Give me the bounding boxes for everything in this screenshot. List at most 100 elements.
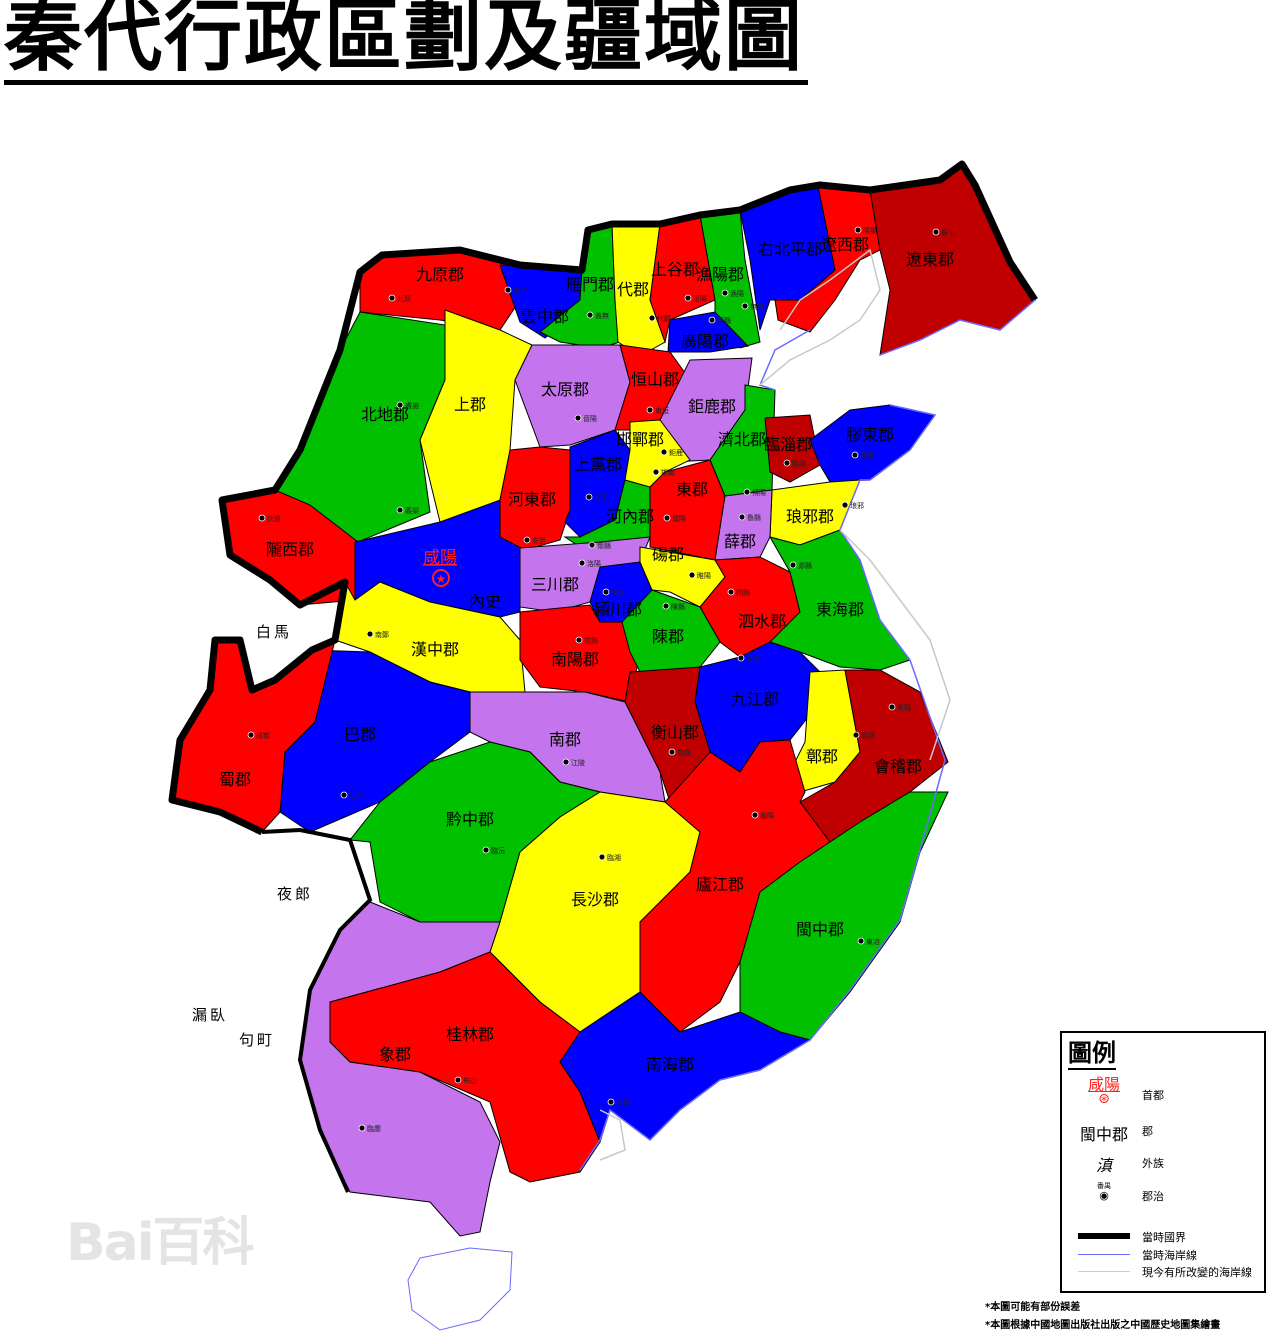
- seat-label: 臨塵: [367, 1124, 381, 1133]
- capital-marker[interactable]: 咸陽 ★: [423, 548, 457, 587]
- legend-label: 首都: [1142, 1089, 1164, 1102]
- seat-dot-icon: [708, 316, 716, 324]
- seat-label: 博陽: [752, 488, 766, 497]
- legend-foreign-symbol: 滇: [1095, 1156, 1112, 1175]
- legend-label: 外族: [1142, 1157, 1164, 1170]
- seat-label: 邾縣: [677, 748, 691, 757]
- seat-dot-icon: [684, 294, 692, 302]
- seat-label: 琅邪: [850, 501, 864, 510]
- seat-dot-icon: [358, 1124, 366, 1132]
- commandery-label: 廣陽郡: [681, 332, 729, 351]
- commandery-label: 三川郡: [531, 575, 579, 594]
- seat-dot-icon: [789, 561, 797, 569]
- footnote: *本圖根據中國地圖出版社出版之中國歷史地圖集繪畫: [985, 1320, 1221, 1331]
- seat-dot-icon: [523, 536, 531, 544]
- seat-dot-icon: [482, 846, 490, 854]
- seat-label: 相縣: [736, 588, 750, 597]
- seat-label: 布山: [463, 1076, 477, 1085]
- seat-dot-icon: [663, 514, 671, 522]
- commandery-label: 遼東郡: [906, 250, 954, 269]
- seat-dot-icon: [648, 314, 656, 322]
- national-border: [168, 160, 1038, 836]
- seat-dot-icon: [574, 414, 582, 422]
- commandery-region[interactable]: [714, 489, 773, 561]
- commandery-label: 恒山郡: [631, 370, 679, 389]
- commandery-label: 薛郡: [724, 532, 756, 551]
- commandery-label: 河東郡: [508, 490, 556, 509]
- seat-dot-icon: [585, 493, 593, 501]
- legend-seat-symbol: 番禺: [1097, 1182, 1111, 1190]
- commandery-label: 雲中郡: [521, 307, 569, 326]
- seat-dot-icon: [857, 937, 865, 945]
- commandery-label: 廬江郡: [696, 875, 744, 894]
- seat-label: 義渠: [405, 506, 419, 515]
- seat-dot-icon: [646, 406, 654, 414]
- seat-label: 即墨: [860, 452, 874, 460]
- seat-label: 鄣縣: [861, 731, 875, 740]
- commandery-label: 代郡: [617, 280, 649, 299]
- commandery-regions: [171, 163, 1036, 1237]
- seat-label: 鉅鹿: [669, 448, 683, 457]
- seat-label: 安邑: [532, 536, 546, 545]
- commandery-label: 鄣郡: [806, 747, 838, 766]
- legend-capital-symbol: 咸陽: [1087, 1075, 1120, 1094]
- seat-label: 陳縣: [671, 602, 685, 611]
- commandery-label: 上谷郡: [651, 260, 699, 279]
- seat-dot-icon: [586, 311, 594, 319]
- commandery-label: 九原郡: [416, 265, 464, 284]
- seat-label: 洛陽: [587, 559, 601, 568]
- commandery-label: 太原郡: [541, 380, 589, 399]
- commandery-label: 濟北郡: [718, 430, 766, 449]
- commandery-region[interactable]: [621, 589, 721, 673]
- seat-dot-icon: ◉: [1099, 1189, 1109, 1202]
- seat-dot-icon: [932, 228, 940, 236]
- commandery-label: 桂林郡: [446, 1025, 494, 1044]
- commandery-label: 漢中郡: [411, 640, 459, 659]
- hainan-island: [407, 1247, 513, 1331]
- seat-dot-icon: [247, 731, 255, 739]
- foreign-people-label: 漏臥: [192, 1006, 228, 1024]
- seat-label: 番禺: [616, 1099, 630, 1107]
- seat-dot-icon: [340, 791, 348, 799]
- seat-label: 壽春: [746, 654, 760, 663]
- seat-dot-icon: [602, 588, 610, 596]
- commandery-label: 北地郡: [361, 405, 409, 424]
- legend-commandery-symbol: 閩中郡: [1079, 1125, 1128, 1144]
- seat-label: 雲中: [513, 286, 527, 295]
- commandery-region[interactable]: [499, 446, 571, 551]
- seat-label: 九原: [397, 294, 411, 303]
- commandery-region[interactable]: [667, 311, 750, 353]
- commandery-label: 衡山郡: [651, 723, 699, 742]
- southwest-border: [261, 827, 373, 1193]
- seat-dot-icon: [783, 459, 791, 467]
- seat-dot-icon: [396, 401, 404, 409]
- legend-title: 圖例: [1068, 1033, 1116, 1070]
- seat-label: 臨沅: [491, 846, 505, 855]
- commandery-label: 雁門郡: [566, 275, 614, 294]
- seat-label: 東冶: [866, 937, 880, 946]
- seat-label: 長子: [594, 494, 608, 502]
- seat-label: 無終: [750, 302, 764, 311]
- seat-dot-icon: [751, 811, 759, 819]
- commandery-label: 遼西郡: [821, 235, 869, 254]
- seat-label: 陽翟: [611, 588, 625, 597]
- seat-label: 代縣: [657, 314, 671, 323]
- commandery-region[interactable]: [764, 414, 821, 483]
- seat-label: 善無: [595, 311, 609, 320]
- seat-dot-icon: [737, 654, 745, 662]
- commandery-label: 膠東郡: [846, 425, 894, 444]
- capital-star-glyph-icon: ★: [436, 572, 447, 586]
- seat-label: 臨湘: [607, 853, 621, 862]
- commandery-label: 右北平郡: [758, 240, 822, 259]
- foreign-people-label: 句町: [239, 1031, 275, 1049]
- commandery-label: 漁陽郡: [696, 265, 744, 284]
- seat-label: 邯鄲: [661, 468, 675, 477]
- seat-dot-icon: [660, 448, 668, 456]
- legend-label: 當時海岸線: [1142, 1249, 1197, 1262]
- seat-label: 睢陽: [697, 571, 711, 580]
- commandery-label: 上黨郡: [574, 455, 622, 474]
- ancient-coastline: [579, 299, 1036, 1171]
- legend-item-capital: 咸陽 ⊛ 首都: [1062, 1071, 1262, 1111]
- seat-dot-icon: [598, 853, 606, 861]
